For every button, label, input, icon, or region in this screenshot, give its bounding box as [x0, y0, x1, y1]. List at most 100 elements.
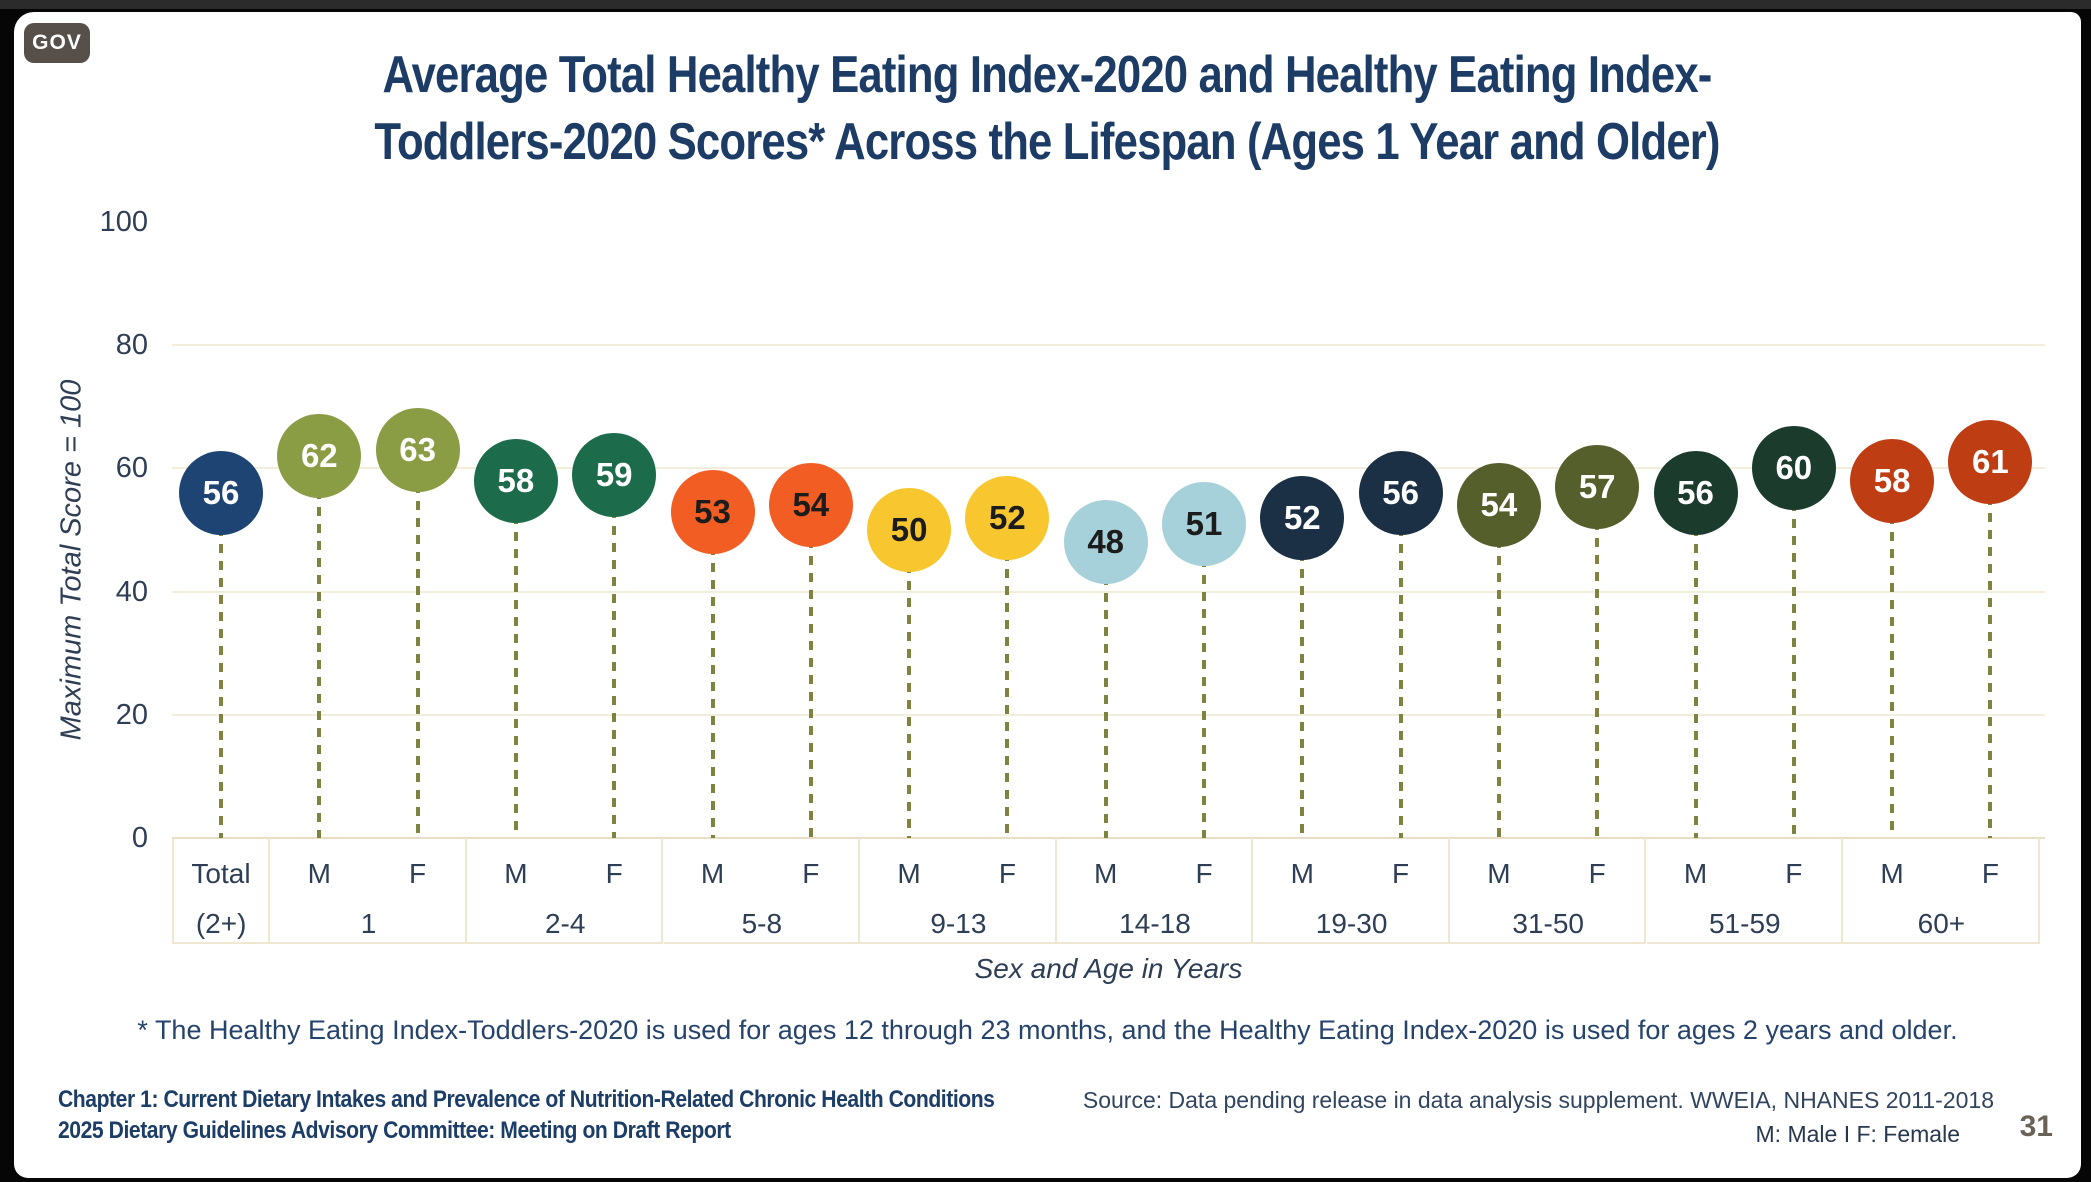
footer-right: Source: Data pending release in data ana… [1083, 1086, 1994, 1148]
data-point-value: 54 [792, 486, 830, 524]
sex-label: M [1880, 858, 1904, 889]
sex-label: F [1392, 858, 1410, 889]
data-point-value: 53 [694, 492, 731, 530]
lollipop-stem [1398, 493, 1403, 838]
sex-label: M [700, 858, 725, 889]
y-tick-label: 80 [115, 329, 148, 362]
lollipop-stem [808, 505, 813, 838]
lollipop-stem [1693, 493, 1698, 838]
data-point-circle: 48 [1063, 500, 1148, 585]
sex-label: Total [191, 858, 251, 889]
source-note: Source: Data pending release in data ana… [1082, 1087, 1994, 1113]
lollipop-stem [1595, 486, 1600, 838]
data-point-value: 52 [1283, 498, 1321, 536]
data-point-value: 60 [1775, 449, 1813, 487]
data-point-value: 56 [202, 474, 240, 512]
age-group-label: 31-50 [1512, 908, 1584, 939]
data-point-value: 48 [1087, 523, 1125, 561]
lollipop-stem [415, 449, 420, 838]
data-point-circle: 56 [179, 451, 263, 536]
age-group-cell [1449, 838, 1647, 944]
grid-line [172, 344, 2045, 347]
data-point-value: 51 [1185, 504, 1223, 542]
gov-badge-label: GOV [32, 31, 82, 54]
slide-card: GOV Average Total Healthy Eating Index-2… [14, 12, 2081, 1178]
data-point-value: 52 [989, 498, 1026, 536]
age-group-cell [860, 838, 1057, 944]
lollipop-stem [710, 511, 715, 838]
footer-committee-line: 2025 Dietary Guidelines Advisory Committ… [58, 1117, 731, 1144]
data-point-circle: 56 [1358, 451, 1443, 536]
age-group-cell [172, 838, 271, 944]
data-point-circle: 52 [1260, 475, 1345, 560]
age-group-cell [1646, 838, 1844, 944]
chart-footnote: * The Healthy Eating Index-Toddlers-2020… [137, 1015, 1958, 1045]
data-point-circle: 54 [768, 463, 853, 548]
lollipop-stem [1202, 523, 1206, 838]
sex-label: M [1094, 858, 1118, 889]
data-point-circle: 60 [1751, 426, 1836, 511]
age-group-label: 9-13 [930, 908, 987, 939]
data-point-circle: 63 [375, 407, 460, 492]
lollipop-stem [612, 474, 617, 838]
page-number: 31 [2019, 1110, 2053, 1143]
sex-label: F [998, 858, 1016, 889]
lollipop-stem [1890, 480, 1895, 838]
data-point-circle: 56 [1653, 451, 1738, 536]
lollipop-stem [1005, 517, 1010, 838]
sex-legend: M: Male I F: Female [1755, 1121, 1960, 1147]
data-point-value: 50 [890, 511, 928, 548]
lollipop-chart: Maximum Total Score = 100 Sex and Age in… [14, 12, 2081, 1178]
sex-label: M [897, 858, 921, 889]
lollipop-stem [317, 456, 322, 838]
lollipop-stem [1496, 505, 1501, 838]
lollipop-stem [907, 530, 912, 838]
data-point-value: 57 [1578, 467, 1616, 505]
sex-label: M [1290, 858, 1314, 889]
x-axis-baseline [172, 837, 2045, 839]
grid-line [172, 590, 2045, 593]
age-group-cell [1843, 838, 2040, 944]
data-point-circle: 53 [670, 469, 755, 554]
data-point-value: 58 [497, 461, 535, 499]
sex-label: F [1195, 858, 1213, 889]
data-point-value: 59 [595, 455, 633, 493]
data-point-circle: 62 [277, 414, 362, 499]
age-group-label: 5-8 [741, 908, 783, 939]
screen-top-strip [0, 0, 2091, 9]
sex-label: M [307, 858, 331, 889]
slide-title: Average Total Healthy Eating Index-2020 … [253, 42, 1841, 176]
y-axis-title: Maximum Total Score = 100 [55, 379, 88, 741]
sex-label: F [409, 858, 427, 889]
data-point-circle: 57 [1555, 444, 1640, 529]
sex-label: F [1785, 858, 1803, 889]
lollipop-stem [219, 493, 223, 838]
y-tick-label: 40 [115, 575, 148, 608]
sex-label: F [802, 858, 820, 889]
y-tick-label: 20 [115, 698, 148, 731]
sex-label: F [1588, 858, 1606, 889]
data-point-value: 56 [1677, 474, 1714, 512]
data-point-circle: 58 [473, 438, 558, 523]
footer-chapter-line: Chapter 1: Current Dietary Intakes and P… [58, 1086, 995, 1113]
sex-label: M [504, 858, 528, 889]
grid-line [172, 713, 2045, 716]
data-point-circle: 54 [1456, 463, 1541, 548]
data-point-value: 63 [399, 430, 436, 468]
sex-label: M [1683, 858, 1708, 889]
age-group-label: (2+) [195, 908, 247, 939]
age-group-label: 19-30 [1315, 908, 1388, 939]
data-point-circle: 59 [572, 432, 657, 517]
age-group-label: 51-59 [1708, 908, 1781, 939]
lollipop-stem [1300, 517, 1305, 838]
data-point-value: 54 [1480, 486, 1518, 524]
data-point-circle: 50 [867, 488, 952, 572]
y-tick-label: 0 [131, 822, 148, 854]
age-group-cell [663, 838, 861, 944]
data-point-circle: 51 [1162, 481, 1246, 566]
data-point-circle: 52 [965, 475, 1050, 560]
data-point-value: 56 [1382, 474, 1419, 512]
sex-label: M [1487, 858, 1511, 889]
y-tick-label: 100 [99, 206, 148, 238]
data-point-value: 61 [1972, 443, 2009, 481]
